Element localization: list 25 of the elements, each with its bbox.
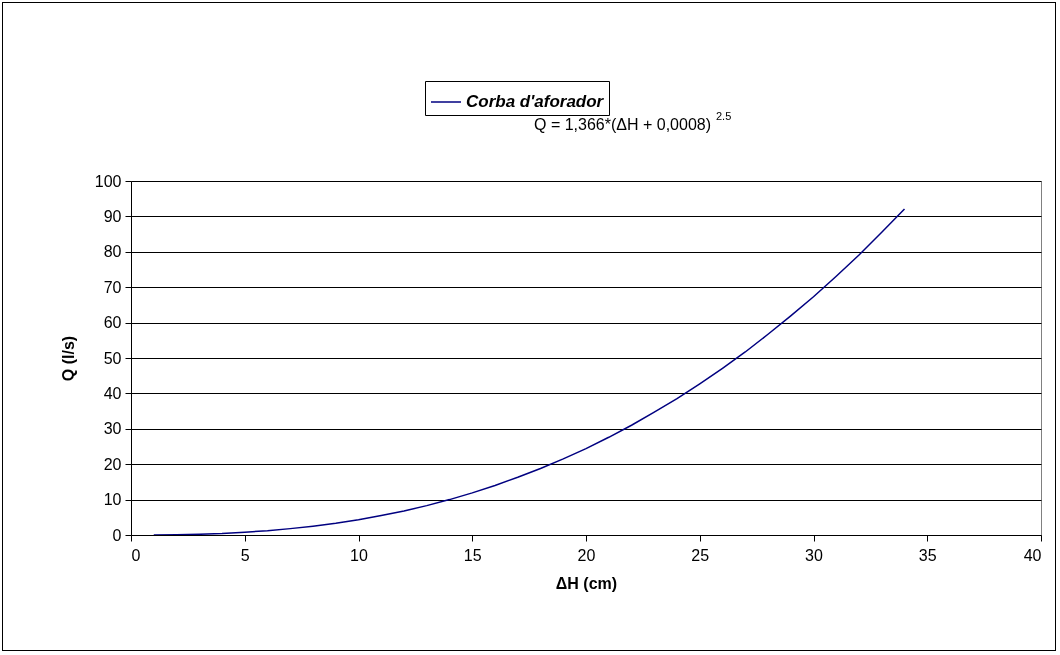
- y-tick-label: 40: [103, 384, 122, 402]
- y-tick-label: 10: [103, 491, 122, 509]
- y-tick-label: 20: [103, 455, 122, 473]
- y-tick-label: 70: [103, 278, 122, 296]
- legend-label: Corba d'aforador: [466, 92, 605, 111]
- y-tick-label: 50: [103, 349, 122, 367]
- y-axis-title: Q (l/s): [59, 335, 77, 382]
- line-series: [153, 208, 906, 535]
- text: Q = 1,366*(ΔH + 0,0008) 2.5: [533, 110, 732, 133]
- x-tick-label: 30: [805, 546, 823, 564]
- y-tick-label: 80: [103, 243, 122, 261]
- y-tick-label: 0: [112, 526, 122, 544]
- x-tick-label: 35: [918, 546, 937, 564]
- y-tick-label: 100: [94, 172, 122, 190]
- x-tick-label: 15: [463, 546, 482, 564]
- x-tick-label: 0: [131, 546, 141, 564]
- x-tick-label: 10: [350, 546, 368, 564]
- x-tick-label: 20: [577, 546, 596, 564]
- y-tick-label: 60: [103, 314, 122, 332]
- y-tick-label: 90: [103, 207, 122, 225]
- x-tick-label: 5: [240, 546, 250, 564]
- x-tick-label: 40: [1023, 546, 1042, 564]
- x-tick-label: 25: [691, 546, 710, 564]
- y-tick-label: 30: [103, 420, 122, 438]
- x-axis-title: ΔH (cm): [555, 574, 618, 592]
